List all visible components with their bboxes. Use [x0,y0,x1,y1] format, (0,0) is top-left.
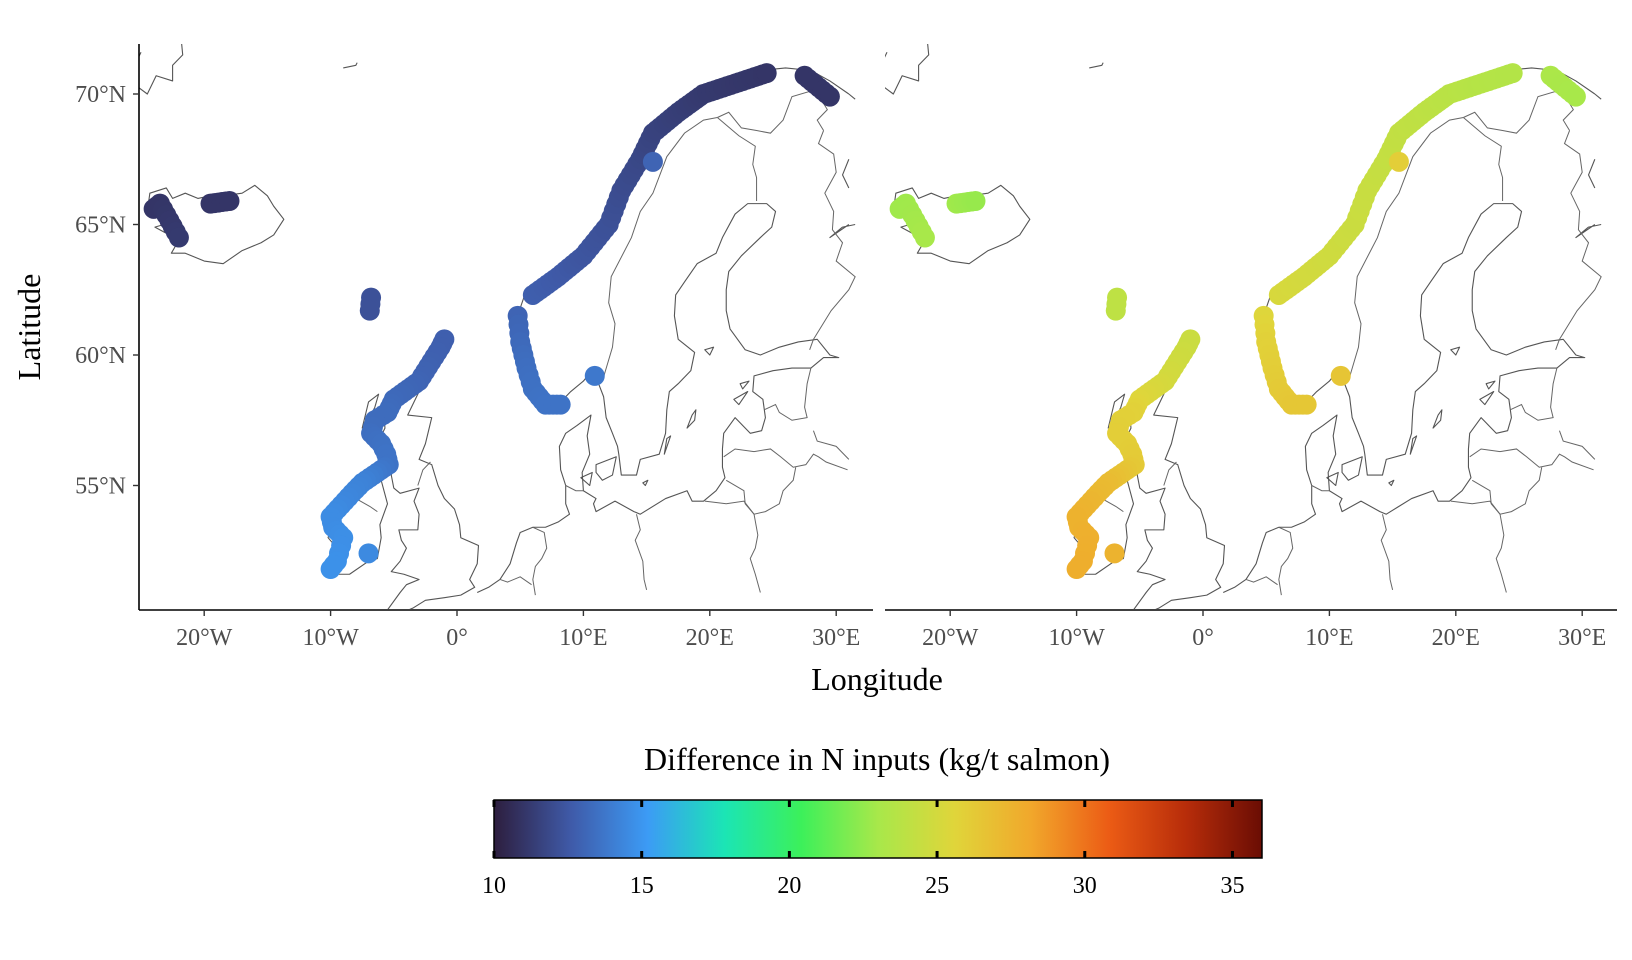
x-axis-title: Longitude [811,661,943,697]
map-panel-left: 20°W 10°W 0° 10°E 20°E 30°E 70°N 65°N 60°N 55°N [75,42,873,651]
legend-tick-label: 15 [630,873,654,899]
x-tick-label: 10°E [1305,625,1353,651]
farm-point [965,191,986,212]
legend-colorbar [493,799,1263,859]
farm-point [1330,365,1351,386]
y-tick-label: 55°N [75,474,126,500]
basemap-left [133,42,855,616]
farm-points-left [143,63,840,580]
farm-point [358,543,379,564]
map-panel-right: 20°W 10°W 0° 10°E 20°E 30°E [879,42,1617,651]
y-axis-title: Latitude [11,274,47,381]
legend-tick-label: 25 [925,873,949,899]
farm-point [1388,151,1409,172]
y-tick-label: 60°N [75,343,126,369]
farm-point [1066,559,1087,580]
farm-point [168,227,189,248]
legend-ticks: 10 15 20 25 30 35 [482,800,1244,899]
legend-tick-label: 10 [482,873,506,899]
legend-tick-label: 30 [1073,873,1097,899]
color-legend: Difference in N inputs (kg/t salmon) 10 1… [482,741,1263,899]
y-ticks: 70°N 65°N 60°N 55°N [75,82,139,500]
x-tick-label: 10°W [1048,625,1105,651]
farm-point [584,365,605,386]
farm-point [550,394,571,415]
x-tick-label: 10°W [302,625,359,651]
x-tick-label: 20°E [686,625,734,651]
y-tick-label: 65°N [75,213,126,239]
farm-point [1104,543,1125,564]
x-ticks-right: 20°W 10°W 0° 10°E 20°E 30°E [922,610,1606,651]
farm-point [219,191,240,212]
farm-point [1565,86,1586,107]
farm-point [756,63,777,84]
farm-point [1296,394,1317,415]
x-ticks-left: 20°W 10°W 0° 10°E 20°E 30°E [176,610,860,651]
x-tick-label: 10°E [559,625,607,651]
basemap-right [879,42,1601,616]
legend-tick-label: 35 [1220,873,1244,899]
x-tick-label: 0° [1192,625,1214,651]
farm-point [914,227,935,248]
legend-title: Difference in N inputs (kg/t salmon) [644,741,1110,777]
farm-point [1105,300,1126,321]
x-tick-label: 20°W [176,625,233,651]
farm-point [320,559,341,580]
x-tick-label: 0° [446,625,468,651]
farm-point [642,151,663,172]
x-tick-label: 20°E [1432,625,1480,651]
farm-point [819,86,840,107]
farm-point [1502,63,1523,84]
farm-points-right [889,63,1586,580]
farm-point [359,300,380,321]
x-tick-label: 30°E [812,625,860,651]
y-tick-label: 70°N [75,82,126,108]
x-tick-label: 20°W [922,625,979,651]
x-tick-label: 30°E [1558,625,1606,651]
legend-tick-label: 20 [777,873,801,899]
